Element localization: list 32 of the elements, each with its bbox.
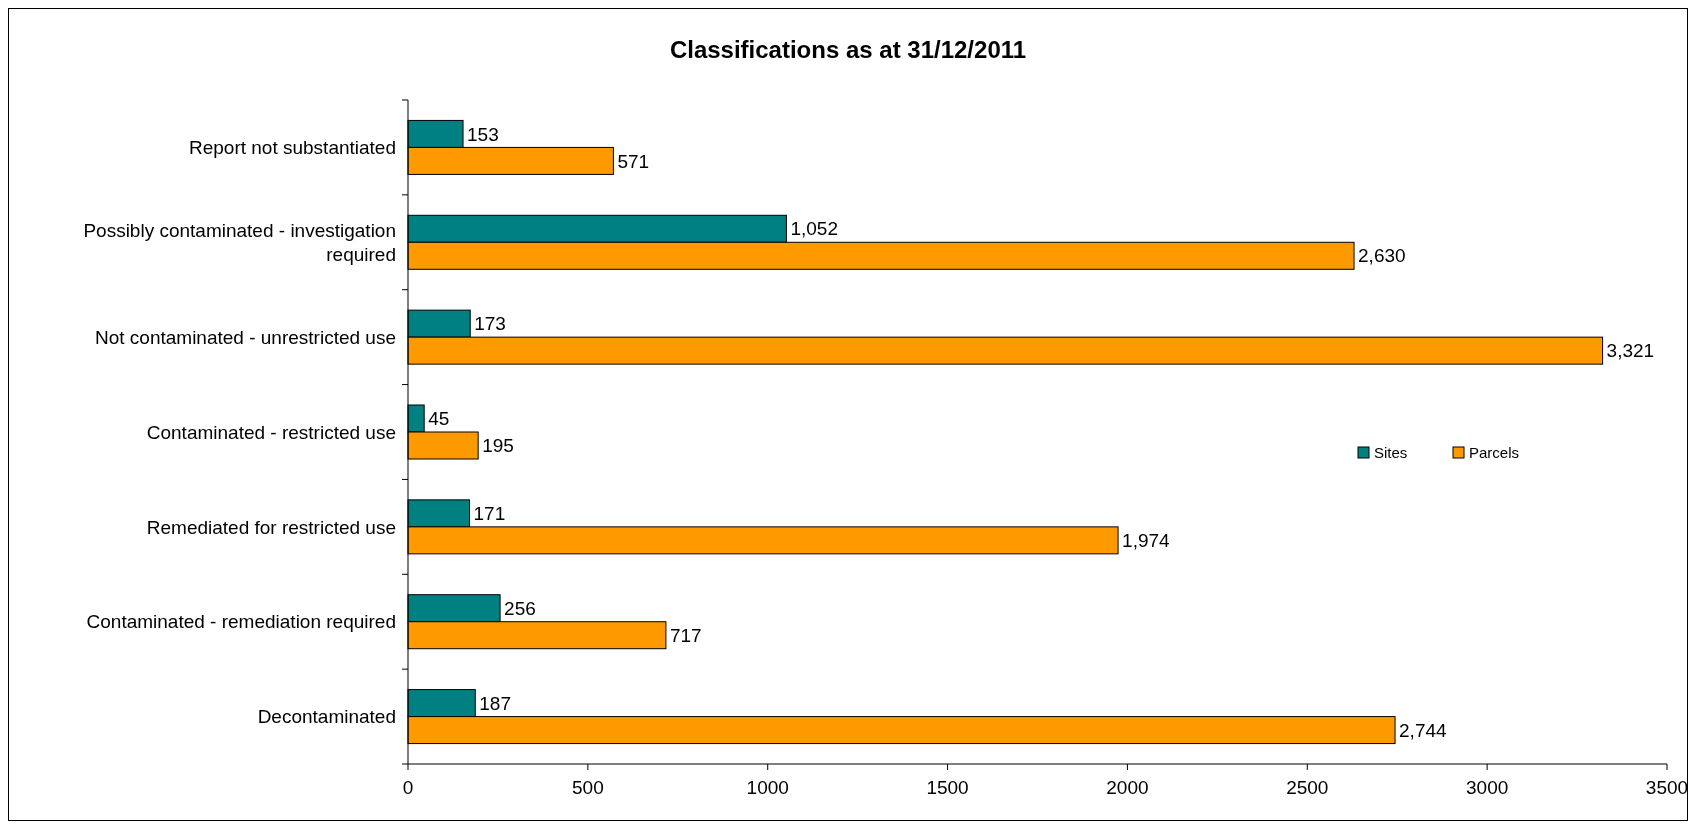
data-label: 153 (467, 123, 499, 145)
y-tick-label: Remediated for restricted use (146, 516, 396, 538)
x-tick-label: 2000 (1106, 777, 1149, 798)
x-tick-label: 1000 (746, 777, 789, 798)
data-label: 2,744 (1399, 719, 1448, 741)
x-tick-label: 3500 (1645, 777, 1689, 798)
data-label: 187 (479, 692, 511, 714)
data-label: 717 (669, 624, 702, 646)
data-label: 571 (617, 150, 650, 172)
y-tick-label: Possibly contaminated - investigation required (83, 219, 396, 265)
y-tick-label: Contaminated - remediation required (86, 611, 396, 633)
data-label: 256 (504, 597, 536, 619)
data-label: 171 (473, 503, 506, 525)
y-tick-label: Decontaminated (257, 706, 396, 728)
data-label: 3,321 (1606, 340, 1655, 362)
data-label: 1,052 (790, 218, 838, 240)
data-label: 45 (428, 408, 450, 430)
legend-label: Parcels (1469, 444, 1520, 462)
y-tick-label: Contaminated - restricted use (146, 421, 396, 443)
x-tick-label: 0 (402, 777, 414, 798)
x-tick-label: 2500 (1286, 777, 1329, 798)
legend-label: Sites (1374, 444, 1408, 462)
data-label: 2,630 (1358, 245, 1406, 267)
y-tick-label: Report not substantiated (188, 137, 396, 159)
chart-title: Classifications as at 31/12/2011 (669, 36, 1027, 63)
data-label: 195 (482, 435, 514, 457)
x-tick-label: 3000 (1466, 777, 1509, 798)
y-tick-label: Not contaminated - unrestricted use (95, 326, 396, 348)
x-tick-label: 1500 (926, 777, 969, 798)
x-tick-label: 500 (572, 777, 604, 798)
data-label: 173 (474, 313, 506, 335)
data-label: 1,974 (1122, 530, 1171, 552)
